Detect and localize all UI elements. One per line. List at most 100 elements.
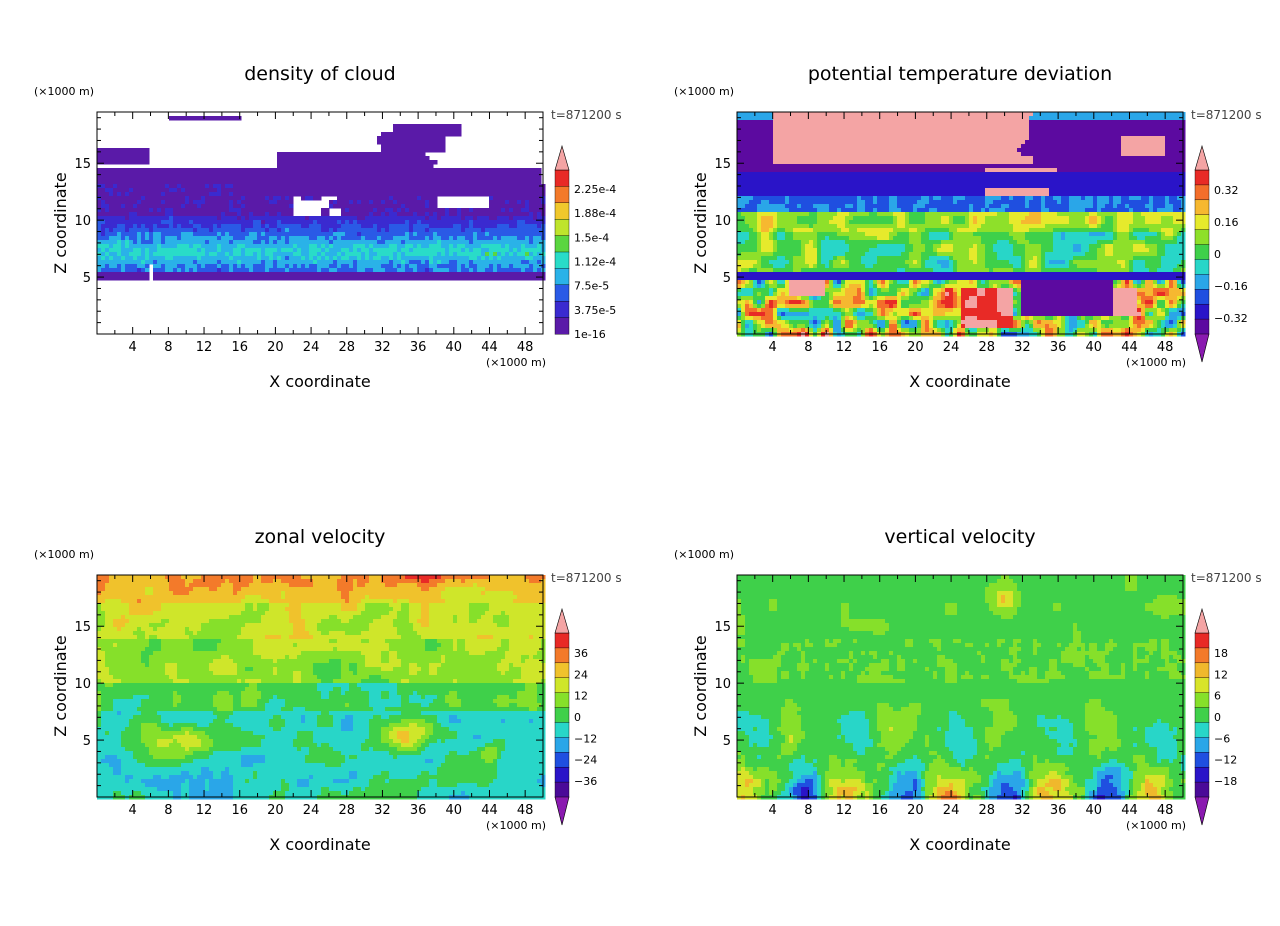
colorbar-segment bbox=[1194, 662, 1210, 679]
chart-title: zonal velocity bbox=[255, 526, 386, 548]
colorbar-label: 7.5e-5 bbox=[574, 280, 609, 293]
y-tick-label: 5 bbox=[723, 271, 731, 286]
x-tick-label: 4 bbox=[129, 803, 137, 818]
colorbar-segment bbox=[1194, 677, 1210, 694]
chart-vertical-velocity: vertical velocity (×1000 m) t=871200 s 4 8 12… bbox=[674, 526, 1262, 854]
colorbar-label: 24 bbox=[574, 668, 588, 681]
colorbar-segment bbox=[1194, 289, 1210, 305]
colorbar-segment bbox=[554, 692, 570, 709]
x-tick-label: 12 bbox=[196, 803, 213, 818]
colorbar-segment bbox=[554, 218, 570, 237]
colorbar-segment bbox=[554, 251, 570, 269]
x-tick-label: 48 bbox=[1157, 340, 1174, 355]
colorbar-label: 0 bbox=[574, 711, 581, 724]
colorbar-label: 18 bbox=[1214, 647, 1228, 660]
colorbar-segment bbox=[1194, 722, 1210, 738]
colorbar-segment bbox=[1194, 229, 1210, 246]
panel-vertical-velocity: vertical velocity (×1000 m) t=871200 s 4 8 12… bbox=[640, 463, 1280, 926]
x-tick-label: 24 bbox=[303, 340, 320, 355]
time-label: t=871200 s bbox=[1191, 571, 1262, 585]
y-tick-label: 10 bbox=[714, 677, 731, 692]
colorbar-segment bbox=[554, 647, 570, 664]
plot-frame bbox=[96, 111, 544, 335]
colorbar-label: −0.32 bbox=[1214, 312, 1248, 325]
y-tick-label: 15 bbox=[74, 157, 91, 172]
colorbar-label: 1.88e-4 bbox=[574, 207, 616, 220]
colorbar-label: 0.16 bbox=[1214, 216, 1239, 229]
colorbar-segment bbox=[1194, 318, 1210, 335]
x-tick-label: 8 bbox=[164, 803, 172, 818]
colorbar-segment bbox=[554, 169, 570, 187]
x-tick-label: 8 bbox=[804, 340, 812, 355]
colorbar-segment bbox=[1194, 259, 1210, 275]
x-unit-label: (×1000 m) bbox=[1126, 819, 1186, 832]
chart-title: potential temperature deviation bbox=[808, 63, 1112, 85]
colorbar-segment bbox=[554, 722, 570, 738]
colorbar-label: −12 bbox=[574, 732, 597, 745]
plot-frame bbox=[96, 574, 544, 798]
colorbar-segment bbox=[554, 268, 570, 286]
colorbar-segment bbox=[1194, 766, 1210, 783]
colorbar-top-arrow bbox=[554, 607, 570, 634]
x-tick-label: 36 bbox=[1050, 803, 1067, 818]
x-unit-label: (×1000 m) bbox=[1126, 356, 1186, 369]
colorbar-segment bbox=[1194, 647, 1210, 664]
y-tick-label: 15 bbox=[714, 157, 731, 172]
x-tick-label: 20 bbox=[907, 803, 924, 818]
x-tick-label: 44 bbox=[481, 340, 498, 355]
y-axis-label: Z coordinate bbox=[691, 172, 710, 273]
x-tick-label: 20 bbox=[907, 340, 924, 355]
x-tick-label: 16 bbox=[871, 340, 888, 355]
chart-title: vertical velocity bbox=[884, 526, 1035, 548]
x-tick-label: 44 bbox=[1121, 803, 1138, 818]
panel-zonal-velocity: zonal velocity (×1000 m) t=871200 s 4 8 12 16 2… bbox=[0, 463, 640, 926]
x-tick-label: 24 bbox=[943, 340, 960, 355]
colorbar-label: 1.5e-4 bbox=[574, 231, 609, 244]
colorbar-segment bbox=[554, 284, 570, 302]
colorbar-segment bbox=[1194, 214, 1210, 231]
colorbar bbox=[554, 144, 570, 335]
x-tick-label: 44 bbox=[481, 803, 498, 818]
x-tick-label: 36 bbox=[410, 803, 427, 818]
colorbar-label: 12 bbox=[1214, 668, 1228, 681]
colorbar bbox=[554, 607, 570, 826]
y-tick-label: 5 bbox=[83, 271, 91, 286]
x-tick-label: 8 bbox=[804, 803, 812, 818]
panel-potential-temperature-deviation: potential temperature deviation (×1000 m)… bbox=[640, 0, 1280, 463]
colorbar-segment bbox=[1194, 244, 1210, 260]
colorbar-segment bbox=[554, 707, 570, 723]
colorbar-label: −18 bbox=[1214, 775, 1237, 788]
y-unit-label: (×1000 m) bbox=[674, 85, 734, 98]
colorbar-label: 0.32 bbox=[1214, 184, 1239, 197]
x-tick-label: 20 bbox=[267, 340, 284, 355]
x-tick-label: 36 bbox=[410, 340, 427, 355]
x-tick-label: 12 bbox=[836, 340, 853, 355]
colorbar-label: 12 bbox=[574, 690, 588, 703]
chart-zonal-velocity: zonal velocity(×1000 m)t=871200 s4 8 12 16 2… bbox=[34, 526, 622, 854]
x-tick-label: 40 bbox=[446, 340, 463, 355]
chart-density-of-cloud: density of cloud(×1000 m)t=871200 s4 8 12 1… bbox=[34, 63, 622, 391]
plot-frame bbox=[736, 111, 1184, 335]
colorbar-label: −0.16 bbox=[1214, 280, 1248, 293]
colorbar-segment bbox=[554, 202, 570, 220]
colorbar-label: −36 bbox=[574, 775, 597, 788]
y-axis-label: Z coordinate bbox=[51, 635, 70, 736]
y-tick-label: 5 bbox=[83, 734, 91, 749]
chart-potential-temperature-deviation: potential temperature deviation (×1000 m)… bbox=[674, 63, 1262, 391]
colorbar-label: 3.75e-5 bbox=[574, 304, 616, 317]
x-tick-label: 32 bbox=[1014, 803, 1031, 818]
x-tick-label: 48 bbox=[1157, 803, 1174, 818]
colorbar-label: −6 bbox=[1214, 732, 1230, 745]
colorbar-segment bbox=[1194, 274, 1210, 290]
x-tick-label: 16 bbox=[231, 340, 248, 355]
x-tick-label: 48 bbox=[517, 340, 534, 355]
field-raster bbox=[97, 575, 546, 800]
x-axis-label: X coordinate bbox=[269, 835, 370, 854]
colorbar-segment bbox=[554, 781, 570, 798]
colorbar bbox=[1194, 607, 1210, 826]
colorbar-label: 2.25e-4 bbox=[574, 183, 616, 196]
colorbar-segment bbox=[1194, 169, 1210, 186]
y-axis-label: Z coordinate bbox=[691, 635, 710, 736]
x-unit-label: (×1000 m) bbox=[486, 356, 546, 369]
colorbar-bottom-arrow bbox=[1194, 333, 1210, 363]
